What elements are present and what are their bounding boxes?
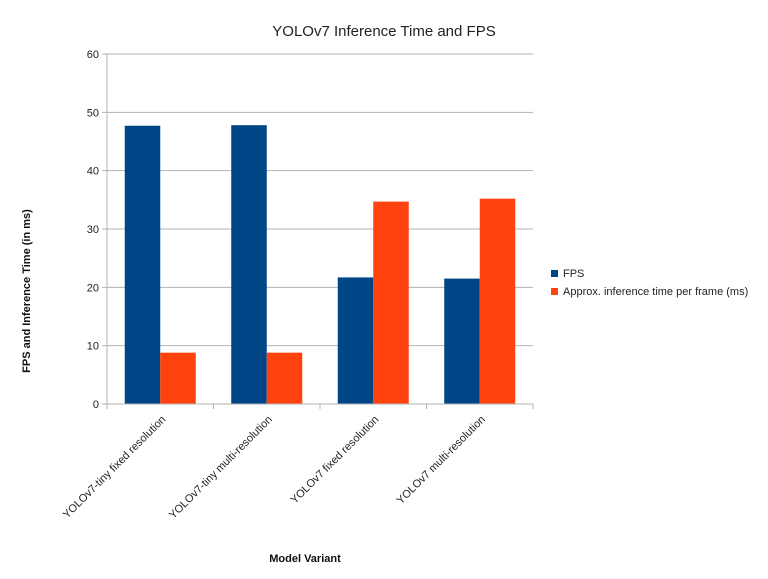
y-tick-label: 40 bbox=[87, 166, 99, 178]
x-tick-label: YOLOv7 multi-resolution bbox=[395, 414, 488, 507]
bar-inference-time bbox=[266, 352, 303, 404]
y-tick-label: 10 bbox=[87, 341, 99, 353]
bar-inference-time bbox=[479, 198, 516, 404]
axes bbox=[102, 53, 534, 409]
legend-label: Approx. inference time per frame (ms) bbox=[563, 286, 748, 298]
bar-fps bbox=[337, 277, 374, 404]
y-tick-labels: 0 10 20 30 40 50 60 bbox=[87, 49, 99, 411]
y-tick-label: 0 bbox=[93, 399, 99, 411]
bar-fps bbox=[231, 125, 267, 405]
x-tick-label: YOLOv7-tiny multi-resolution bbox=[167, 414, 275, 522]
bar-inference-time bbox=[160, 352, 196, 404]
x-tick-labels: YOLOv7-tiny fixed resolutionYOLOv7-tiny … bbox=[61, 414, 488, 522]
chart-title: YOLOv7 Inference Time and FPS bbox=[272, 23, 495, 40]
x-tick-label: YOLOv7-tiny fixed resolution bbox=[61, 414, 168, 521]
bar-fps bbox=[124, 125, 161, 404]
x-axis-title: Model Variant bbox=[269, 553, 341, 565]
legend: FPS Approx. inference time per frame (ms) bbox=[551, 268, 748, 298]
legend-label: FPS bbox=[563, 268, 584, 280]
x-tick-label: YOLOv7 fixed resolution bbox=[289, 414, 382, 507]
legend-swatch bbox=[551, 288, 558, 295]
legend-swatch bbox=[551, 270, 558, 277]
y-axis-title: FPS and Inference Time (in ms) bbox=[21, 209, 33, 373]
y-tick-label: 20 bbox=[87, 282, 99, 294]
y-tick-label: 60 bbox=[87, 49, 99, 61]
bar-fps bbox=[444, 278, 480, 404]
bars bbox=[124, 125, 516, 405]
bar-inference-time bbox=[373, 201, 409, 404]
y-tick-label: 50 bbox=[87, 107, 99, 119]
y-tick-label: 30 bbox=[87, 224, 99, 236]
